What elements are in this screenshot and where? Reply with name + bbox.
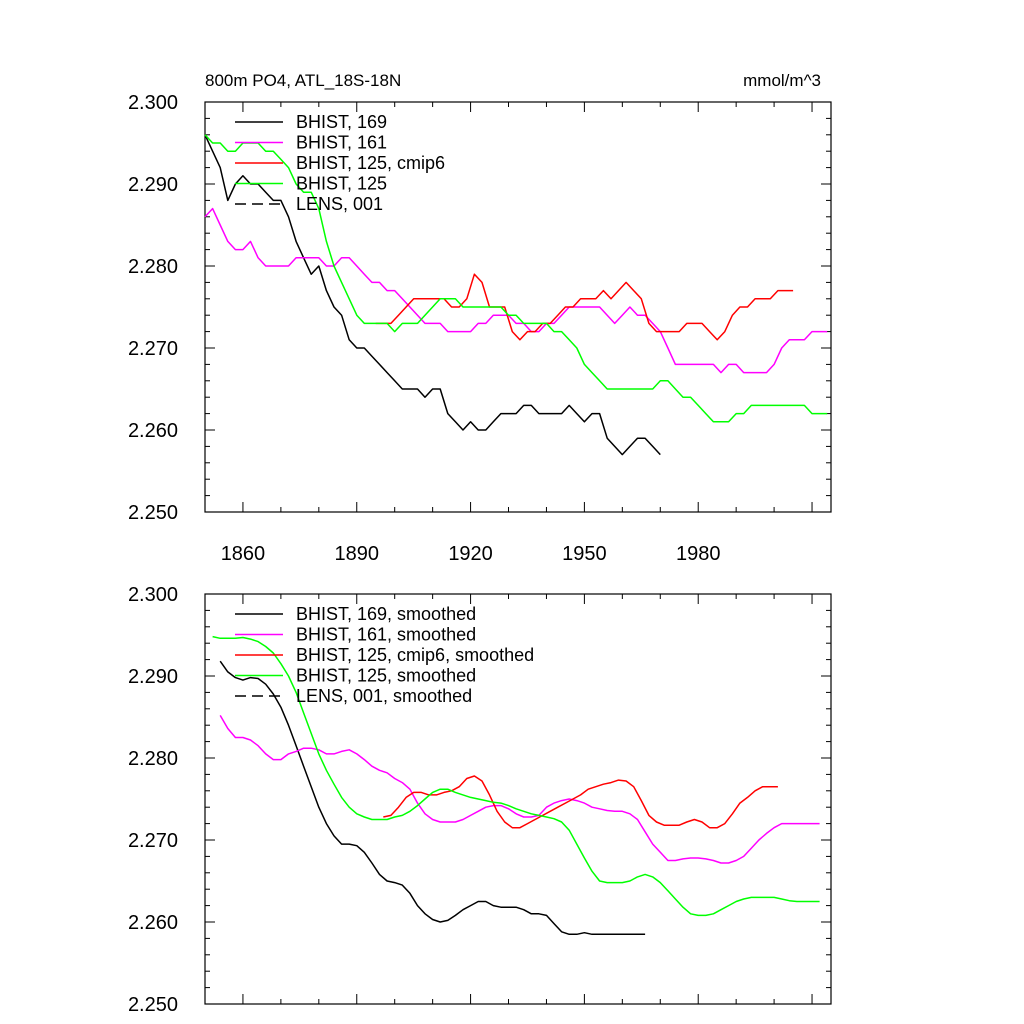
legend-label: BHIST, 169, smoothed [296,604,476,624]
y-tick-label: 2.250 [128,502,178,524]
y-tick-label: 2.250 [128,994,178,1016]
plot-frame [204,593,832,1005]
y-tick-label: 2.280 [128,748,178,770]
y-tick-label: 2.270 [128,830,178,852]
y-tick-label: 2.300 [128,584,178,606]
series-line-1 [219,660,646,936]
legend-label: BHIST, 161, smoothed [296,625,476,645]
y-tick-label: 2.260 [128,912,178,934]
y-tick-label: 2.290 [128,174,178,196]
units-label: mmol/m^3 [743,71,821,90]
y-tick-label: 2.270 [128,338,178,360]
x-tick-label: 1920 [448,543,493,565]
series-line-1 [204,134,661,456]
y-tick-label: 2.260 [128,420,178,442]
x-tick-label: 1860 [221,543,266,565]
series-line-4 [204,134,828,423]
plot-frame [204,101,832,513]
legend-label: BHIST, 125, smoothed [296,666,476,686]
series-line-2 [219,715,820,864]
legend-label: BHIST, 161 [296,133,387,153]
series-line-3 [375,273,794,341]
legend-label: LENS, 001, smoothed [296,686,472,706]
legend-label: BHIST, 125, cmip6 [296,153,445,173]
series-line-2 [204,207,828,374]
series-line-4 [212,635,820,917]
legend-label: BHIST, 169 [296,112,387,132]
bottom-panel: 2.250 2.260 2.270 2.280 2.290 2.300 BHIST, 169… [128,584,832,1016]
x-tick-label: 1890 [335,543,380,565]
chart-title: 800m PO4, ATL_18S-18N [205,71,401,90]
legend-label: BHIST, 125 [296,174,387,194]
top-panel: 2.250 2.260 2.270 2.280 2.290 2.300 1860 1890 19… [128,92,832,565]
y-tick-label: 2.290 [128,666,178,688]
series-line-3 [383,775,778,829]
y-tick-label: 2.300 [128,92,178,114]
legend-label: BHIST, 125, cmip6, smoothed [296,645,534,665]
x-tick-label: 1980 [676,543,721,565]
y-tick-label: 2.280 [128,256,178,278]
x-tick-label: 1950 [562,543,607,565]
legend-label: LENS, 001 [296,194,383,214]
